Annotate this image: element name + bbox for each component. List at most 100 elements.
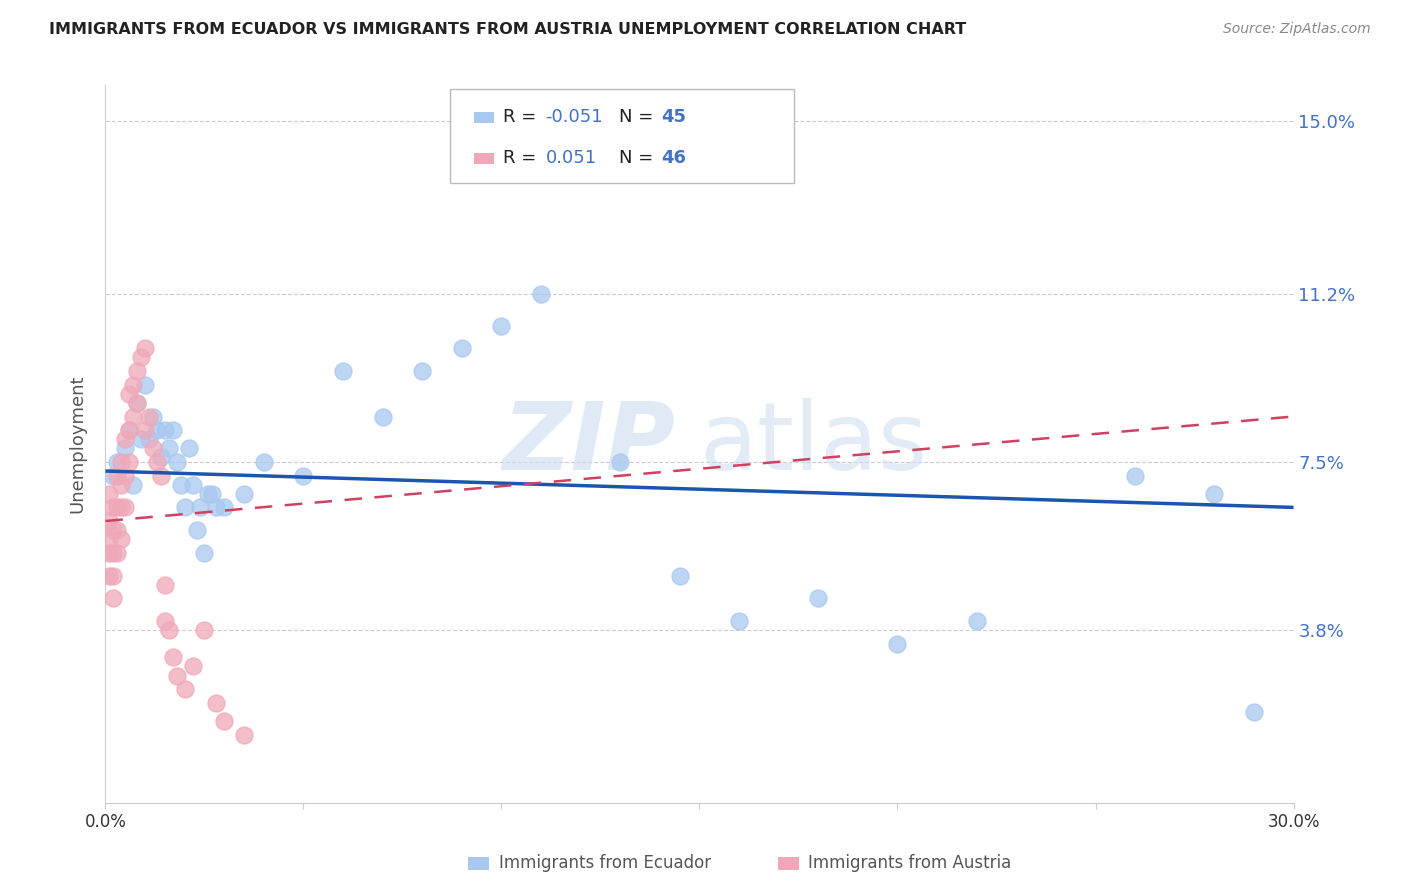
Point [173,682,195,697]
Point [122,477,145,491]
Point [114,500,136,515]
Point [118,386,141,401]
Point [110,532,132,546]
Point [292,468,315,483]
Point [127,396,149,410]
Point [149,450,172,465]
Point [193,623,215,637]
Point [153,423,176,437]
Point [197,487,219,501]
Point [129,351,152,365]
Point [103,523,125,537]
Point [129,432,152,446]
Point [157,442,180,456]
Point [127,364,149,378]
Point [728,614,751,628]
Point [157,623,180,637]
Point [807,591,830,606]
Point [98,532,121,546]
Point [166,455,188,469]
Point [886,637,908,651]
Point [166,668,188,682]
Point [134,377,156,392]
Point [98,487,121,501]
Point [233,728,256,742]
Text: atlas: atlas [700,398,928,490]
Point [110,455,132,469]
Point [201,487,224,501]
Point [177,442,200,456]
Point [103,546,125,560]
Point [103,468,125,483]
Point [1204,487,1226,501]
Point [114,442,136,456]
Point [98,546,121,560]
Point [103,568,125,582]
Point [214,714,236,728]
Point [118,455,141,469]
Point [127,396,149,410]
Point [103,500,125,515]
Text: 0.051: 0.051 [546,149,596,167]
Point [149,468,172,483]
Point [110,477,132,491]
Text: Immigrants from Austria: Immigrants from Austria [808,855,1012,872]
Point [122,377,145,392]
Text: Immigrants from Ecuador: Immigrants from Ecuador [499,855,711,872]
Point [138,432,160,446]
Point [98,514,121,528]
Point [98,568,121,582]
Point [233,487,256,501]
Point [105,455,128,469]
Point [142,409,165,424]
Point [609,455,631,469]
Point [162,650,184,665]
Text: Source: ZipAtlas.com: Source: ZipAtlas.com [1223,22,1371,37]
Point [450,342,472,356]
Point [530,286,553,301]
Point [491,318,513,333]
Text: N =: N = [619,149,658,167]
Point [205,696,228,710]
Point [205,500,228,515]
Point [153,577,176,591]
Text: -0.051: -0.051 [546,108,603,126]
Point [1243,705,1265,719]
Point [162,423,184,437]
Point [118,423,141,437]
Point [142,442,165,456]
Point [146,455,169,469]
Point [186,523,208,537]
Point [134,342,156,356]
Point [1123,468,1146,483]
Point [114,432,136,446]
Text: 46: 46 [661,149,686,167]
Text: ZIP: ZIP [503,398,676,490]
Point [122,409,145,424]
Point [105,523,128,537]
Point [105,500,128,515]
Y-axis label: Unemployment: Unemployment [69,375,87,513]
Point [411,364,433,378]
Point [153,614,176,628]
Point [181,659,204,673]
Point [134,423,156,437]
Point [173,500,195,515]
Point [138,409,160,424]
Point [190,500,212,515]
Text: 45: 45 [661,108,686,126]
Point [110,500,132,515]
Point [170,477,193,491]
Point [103,591,125,606]
Point [105,546,128,560]
Point [371,409,394,424]
Point [105,468,128,483]
Point [146,423,169,437]
Point [253,455,276,469]
Point [966,614,988,628]
Text: R =: R = [503,108,543,126]
Point [332,364,354,378]
Point [118,423,141,437]
Point [193,546,215,560]
Point [214,500,236,515]
